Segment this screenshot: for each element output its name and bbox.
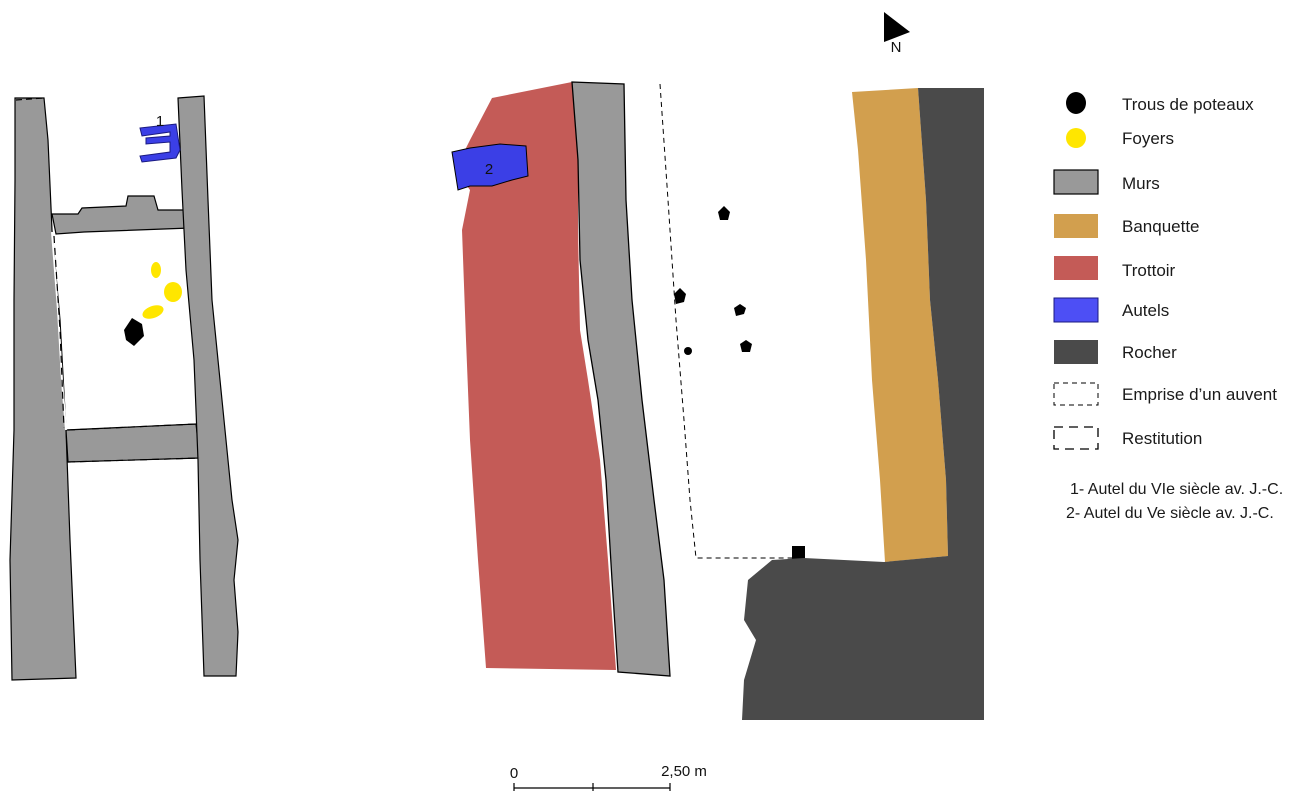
autel-2-marker: 2 [485, 161, 493, 178]
legend-label-autels: Autels [1122, 301, 1169, 320]
rocher [742, 88, 984, 720]
north-arrow: N [884, 12, 910, 56]
right-plan: 2 [451, 81, 984, 720]
foyer-2 [164, 282, 182, 302]
note-1: 1- Autel du VIe siècle av. J.-C. [1070, 481, 1283, 498]
poteau-6 [792, 546, 805, 559]
trottoir [455, 82, 616, 670]
legend-label-banquette: Banquette [1122, 217, 1200, 236]
restitution-line-2 [53, 235, 65, 429]
legend-icon-banquette [1054, 214, 1098, 238]
poteau-2 [674, 288, 686, 304]
scale-start-label: 0 [510, 765, 518, 782]
restitution-line-5 [15, 97, 45, 101]
legend-label-murs: Murs [1122, 174, 1160, 193]
legend-label-poteaux: Trous de poteaux [1122, 95, 1254, 114]
poteau-3 [734, 304, 746, 316]
north-label: N [891, 39, 902, 56]
foyer-3 [142, 305, 164, 319]
legend-label-restitution: Restitution [1122, 429, 1202, 448]
legend: Trous de poteaux Foyers Murs Banquette T… [1053, 92, 1277, 450]
wall-left-west [9, 97, 77, 681]
scale-end-label: 2,50 m [661, 763, 707, 780]
autel-1 [139, 123, 181, 163]
legend-icon-auvent [1053, 382, 1099, 406]
autel-2 [451, 143, 529, 191]
poteau-5 [684, 347, 692, 355]
legend-label-foyers: Foyers [1122, 129, 1174, 148]
poteau-1 [718, 206, 730, 220]
autel-1-marker: 1 [156, 113, 164, 130]
legend-label-auvent: Emprise d’un auvent [1122, 385, 1277, 404]
left-plan: 1 [9, 95, 239, 681]
legend-label-trottoir: Trottoir [1122, 261, 1176, 280]
notes: 1- Autel du VIe siècle av. J.-C. 2- Aute… [1066, 481, 1283, 522]
restitution-line-4 [67, 457, 201, 463]
legend-icon-murs [1053, 169, 1099, 195]
legend-icon-autels [1053, 297, 1099, 323]
restitution-line-1 [51, 231, 67, 431]
north-arrow-icon [884, 12, 910, 42]
note-2: 2- Autel du Ve siècle av. J.-C. [1066, 505, 1274, 522]
poteau-4 [740, 340, 752, 352]
foyer-1 [151, 262, 161, 278]
wall-left-cross-upper [51, 195, 191, 235]
legend-icon-rocher [1054, 340, 1098, 364]
scale-bar: 0 2,50 m [510, 763, 707, 791]
auvent-outline [659, 83, 800, 559]
legend-icon-trottoir [1054, 256, 1098, 280]
wall-left-east [177, 95, 239, 677]
legend-icon-foyers [1066, 128, 1086, 148]
banquette [852, 88, 948, 562]
legend-icon-restitution [1053, 426, 1099, 450]
restitution-line-3 [67, 423, 197, 431]
legend-label-rocher: Rocher [1122, 343, 1177, 362]
poteau-left [124, 318, 144, 346]
legend-icon-poteaux [1066, 92, 1086, 114]
wall-right [571, 81, 671, 677]
